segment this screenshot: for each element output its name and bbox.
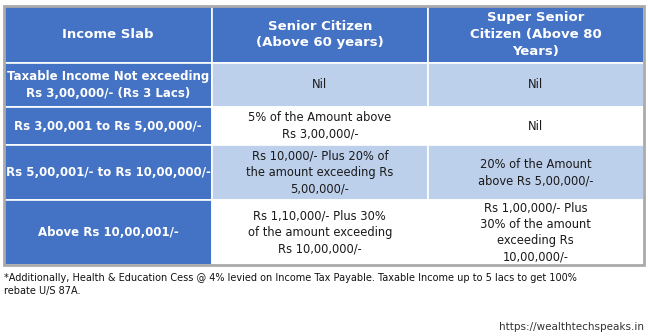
Text: Rs 3,00,001 to Rs 5,00,000/-: Rs 3,00,001 to Rs 5,00,000/- xyxy=(14,120,202,132)
Bar xyxy=(4,200,212,265)
Text: Nil: Nil xyxy=(528,120,544,132)
Bar xyxy=(428,6,644,63)
Text: Rs 5,00,001/- to Rs 10,00,000/-: Rs 5,00,001/- to Rs 10,00,000/- xyxy=(6,166,211,179)
Bar xyxy=(212,107,428,145)
Text: *Additionally, Health & Education Cess @ 4% levied on Income Tax Payable. Taxabl: *Additionally, Health & Education Cess @… xyxy=(4,273,577,296)
Bar xyxy=(428,63,644,107)
Text: Rs 1,00,000/- Plus
30% of the amount
exceeding Rs
10,00,000/-: Rs 1,00,000/- Plus 30% of the amount exc… xyxy=(480,201,591,264)
Text: Taxable Income Not exceeding
Rs 3,00,000/- (Rs 3 Lacs): Taxable Income Not exceeding Rs 3,00,000… xyxy=(7,70,209,100)
Text: Rs 1,10,000/- Plus 30%
of the amount exceeding
Rs 10,00,000/-: Rs 1,10,000/- Plus 30% of the amount exc… xyxy=(248,210,392,255)
Text: Rs 10,000/- Plus 20% of
the amount exceeding Rs
5,00,000/-: Rs 10,000/- Plus 20% of the amount excee… xyxy=(246,150,393,196)
Text: 20% of the Amount
above Rs 5,00,000/-: 20% of the Amount above Rs 5,00,000/- xyxy=(478,158,594,187)
Bar xyxy=(4,107,212,145)
Bar xyxy=(4,63,212,107)
Text: Income Slab: Income Slab xyxy=(62,28,154,41)
Text: 5% of the Amount above
Rs 3,00,000/-: 5% of the Amount above Rs 3,00,000/- xyxy=(248,111,391,141)
Bar xyxy=(212,6,428,63)
Bar xyxy=(4,145,212,200)
Text: Super Senior
Citizen (Above 80
Years): Super Senior Citizen (Above 80 Years) xyxy=(470,11,602,57)
Text: https://wealthtechspeaks.in: https://wealthtechspeaks.in xyxy=(499,322,644,332)
Bar xyxy=(212,63,428,107)
Text: Above Rs 10,00,001/-: Above Rs 10,00,001/- xyxy=(38,226,178,239)
Bar xyxy=(4,6,644,265)
Bar xyxy=(428,145,644,200)
Bar xyxy=(212,145,428,200)
Text: Nil: Nil xyxy=(528,79,544,91)
Bar xyxy=(212,200,428,265)
Bar xyxy=(428,107,644,145)
Text: Senior Citizen
(Above 60 years): Senior Citizen (Above 60 years) xyxy=(256,20,384,49)
Text: Nil: Nil xyxy=(312,79,327,91)
Bar xyxy=(4,6,212,63)
Bar xyxy=(428,200,644,265)
